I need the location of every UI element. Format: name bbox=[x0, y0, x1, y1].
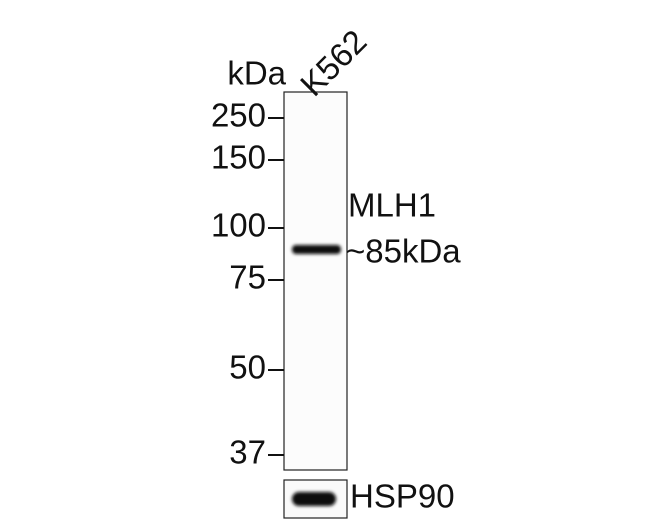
unit-label: kDa bbox=[227, 55, 286, 92]
marker-label: 250 bbox=[211, 97, 266, 134]
marker-label: 37 bbox=[229, 434, 266, 471]
protein-band bbox=[292, 245, 341, 254]
marker-label: 50 bbox=[229, 349, 266, 386]
blot-panel bbox=[283, 91, 348, 471]
lane-label: K562 bbox=[293, 22, 374, 103]
band-name: MLH1 bbox=[348, 187, 436, 224]
marker-label: 75 bbox=[229, 259, 266, 296]
marker-label: 150 bbox=[211, 139, 266, 176]
control-band bbox=[292, 492, 336, 506]
band-size: ~85kDa bbox=[346, 233, 461, 270]
marker-ladder: 250 150 100 75 50 37 bbox=[211, 97, 284, 471]
marker-label: 100 bbox=[211, 207, 266, 244]
control-label: HSP90 bbox=[350, 478, 455, 515]
